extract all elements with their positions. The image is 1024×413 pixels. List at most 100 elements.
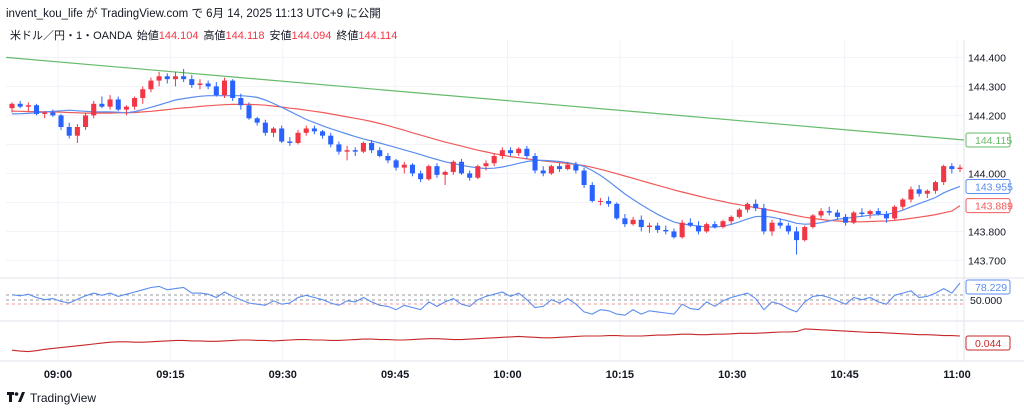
price-tag-1-text: 143.955 [975, 181, 1013, 193]
close-value: 144.114 [358, 30, 398, 42]
candle-body-92 [761, 208, 767, 232]
tradingview-logo-icon [7, 392, 25, 402]
candle-body-112 [924, 190, 930, 194]
candle-body-33 [279, 128, 285, 142]
tv-footer[interactable]: TradingView [7, 391, 96, 405]
candle-body-72 [597, 200, 603, 202]
candle-body-29 [246, 105, 252, 119]
open-label: 始値 [136, 30, 159, 42]
time-tick-3: 09:45 [381, 369, 409, 381]
candle-body-97 [802, 227, 808, 241]
publish-datetime: 6月 14, 2025 11:13 UTC+9 [206, 8, 344, 20]
candle-body-68 [565, 164, 571, 170]
candle-body-114 [941, 166, 947, 183]
candle-body-86 [712, 224, 718, 228]
candle-body-63 [524, 148, 530, 156]
candle-body-35 [295, 132, 301, 143]
candle-body-34 [287, 141, 293, 143]
candle-body-105 [867, 211, 873, 214]
price-tag-0-box [965, 132, 1011, 148]
username[interactable]: invent_kou_life [6, 8, 83, 20]
price-tick-5: 143.700 [968, 255, 1006, 267]
candle-body-28 [238, 98, 244, 106]
time-tick-1: 09:15 [156, 369, 184, 381]
oscillator-value-tag-box [965, 335, 1011, 351]
ma-slow-line [5, 56, 965, 141]
candle-body-10 [91, 103, 97, 116]
candle-body-100 [826, 211, 832, 213]
candle-body-48 [401, 164, 407, 168]
candle-body-20 [172, 76, 178, 80]
candle-body-116 [957, 167, 963, 170]
candle-body-113 [932, 182, 939, 191]
time-tick-0: 09:00 [44, 369, 72, 381]
candle-body-0 [9, 103, 15, 109]
chart-grid [0, 40, 1024, 362]
candle-body-24 [205, 83, 211, 87]
close-label: 終値 [336, 30, 359, 42]
candle-body-27 [230, 80, 236, 98]
candle-body-31 [262, 122, 268, 133]
price-tick-0: 144.400 [968, 52, 1006, 64]
candle-body-45 [377, 150, 383, 156]
candle-body-87 [720, 221, 726, 228]
candle-body-36 [303, 128, 309, 133]
candle-body-115 [949, 166, 955, 170]
rsi-line [11, 282, 961, 316]
price-tick-4: 143.800 [968, 226, 1006, 238]
candle-body-12 [107, 99, 113, 107]
candle-body-7 [66, 127, 72, 136]
candle-body-69 [573, 164, 579, 171]
price-tag-2: 143.889 [965, 198, 1013, 214]
ga-text: が [85, 8, 98, 20]
publish-suffix: に公開 [346, 8, 381, 20]
candle-body-53 [442, 171, 448, 175]
candle-body-37 [311, 128, 317, 132]
candle-body-82 [679, 222, 685, 238]
candle-body-91 [753, 203, 759, 209]
time-tick-2: 09:30 [269, 369, 297, 381]
candle-body-2 [25, 105, 31, 107]
candle-body-109 [900, 199, 906, 207]
symbol-name[interactable]: 米ドル／円・1・OANDA [10, 30, 132, 42]
price-tick-3: 144.000 [968, 168, 1006, 180]
low-label: 安値 [269, 30, 292, 42]
candle-body-43 [360, 142, 366, 152]
price-tag-1: 143.955 [965, 178, 1013, 194]
time-tick-7: 10:45 [831, 369, 859, 381]
publish-info: invent_kou_life が TradingView.com で 6月 1… [6, 5, 381, 21]
candle-body-39 [328, 135, 334, 145]
open-value: 144.104 [158, 30, 199, 42]
candle-body-56 [467, 173, 473, 178]
candle-body-55 [458, 161, 465, 174]
candle-body-75 [622, 218, 628, 225]
candle-body-42 [352, 150, 358, 152]
candle-body-77 [638, 219, 644, 228]
rsi-level-label: 50.000 [970, 295, 1002, 307]
low-value: 144.094 [291, 30, 332, 42]
candle-body-61 [507, 150, 514, 154]
candle-body-18 [156, 76, 162, 81]
candle-body-84 [695, 225, 702, 232]
price-tag-2-text: 143.889 [975, 201, 1013, 213]
candle-body-67 [557, 166, 563, 170]
time-tick-8: 11:00 [943, 369, 971, 381]
de-text: で [191, 8, 203, 20]
candle-body-8 [74, 127, 80, 136]
site-name[interactable]: TradingView.com [100, 8, 189, 20]
candle-body-79 [655, 225, 661, 230]
candle-body-64 [532, 156, 538, 171]
candle-body-104 [859, 212, 865, 214]
candle-body-101 [834, 212, 840, 217]
candle-body-59 [491, 156, 497, 164]
candle-body-14 [123, 106, 129, 110]
price-tag-1-box [965, 178, 1011, 194]
candle-body-102 [843, 216, 849, 223]
ma-mid-line [11, 103, 961, 223]
rsi-value-tag-text: 78.229 [975, 282, 1007, 294]
candle-body-106 [875, 211, 881, 214]
price-tick-1: 144.300 [968, 81, 1006, 93]
candle-body-78 [646, 225, 652, 228]
time-tick-4: 10:00 [493, 369, 521, 381]
